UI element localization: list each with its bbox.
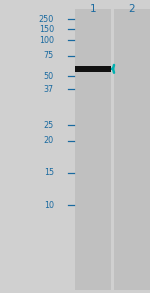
Text: 250: 250	[39, 15, 54, 23]
Text: 150: 150	[39, 25, 54, 34]
Text: 10: 10	[44, 201, 54, 209]
Bar	[114, 9, 150, 290]
Text: 25: 25	[44, 121, 54, 130]
Text: 37: 37	[44, 85, 54, 94]
Text: 2: 2	[129, 4, 135, 14]
Bar	[75, 66, 111, 72]
Bar	[75, 9, 111, 290]
Text: 100: 100	[39, 36, 54, 45]
Text: 20: 20	[44, 136, 54, 145]
Text: 1: 1	[90, 4, 96, 14]
Text: 15: 15	[44, 168, 54, 177]
Text: 50: 50	[44, 72, 54, 81]
Text: 75: 75	[44, 51, 54, 60]
